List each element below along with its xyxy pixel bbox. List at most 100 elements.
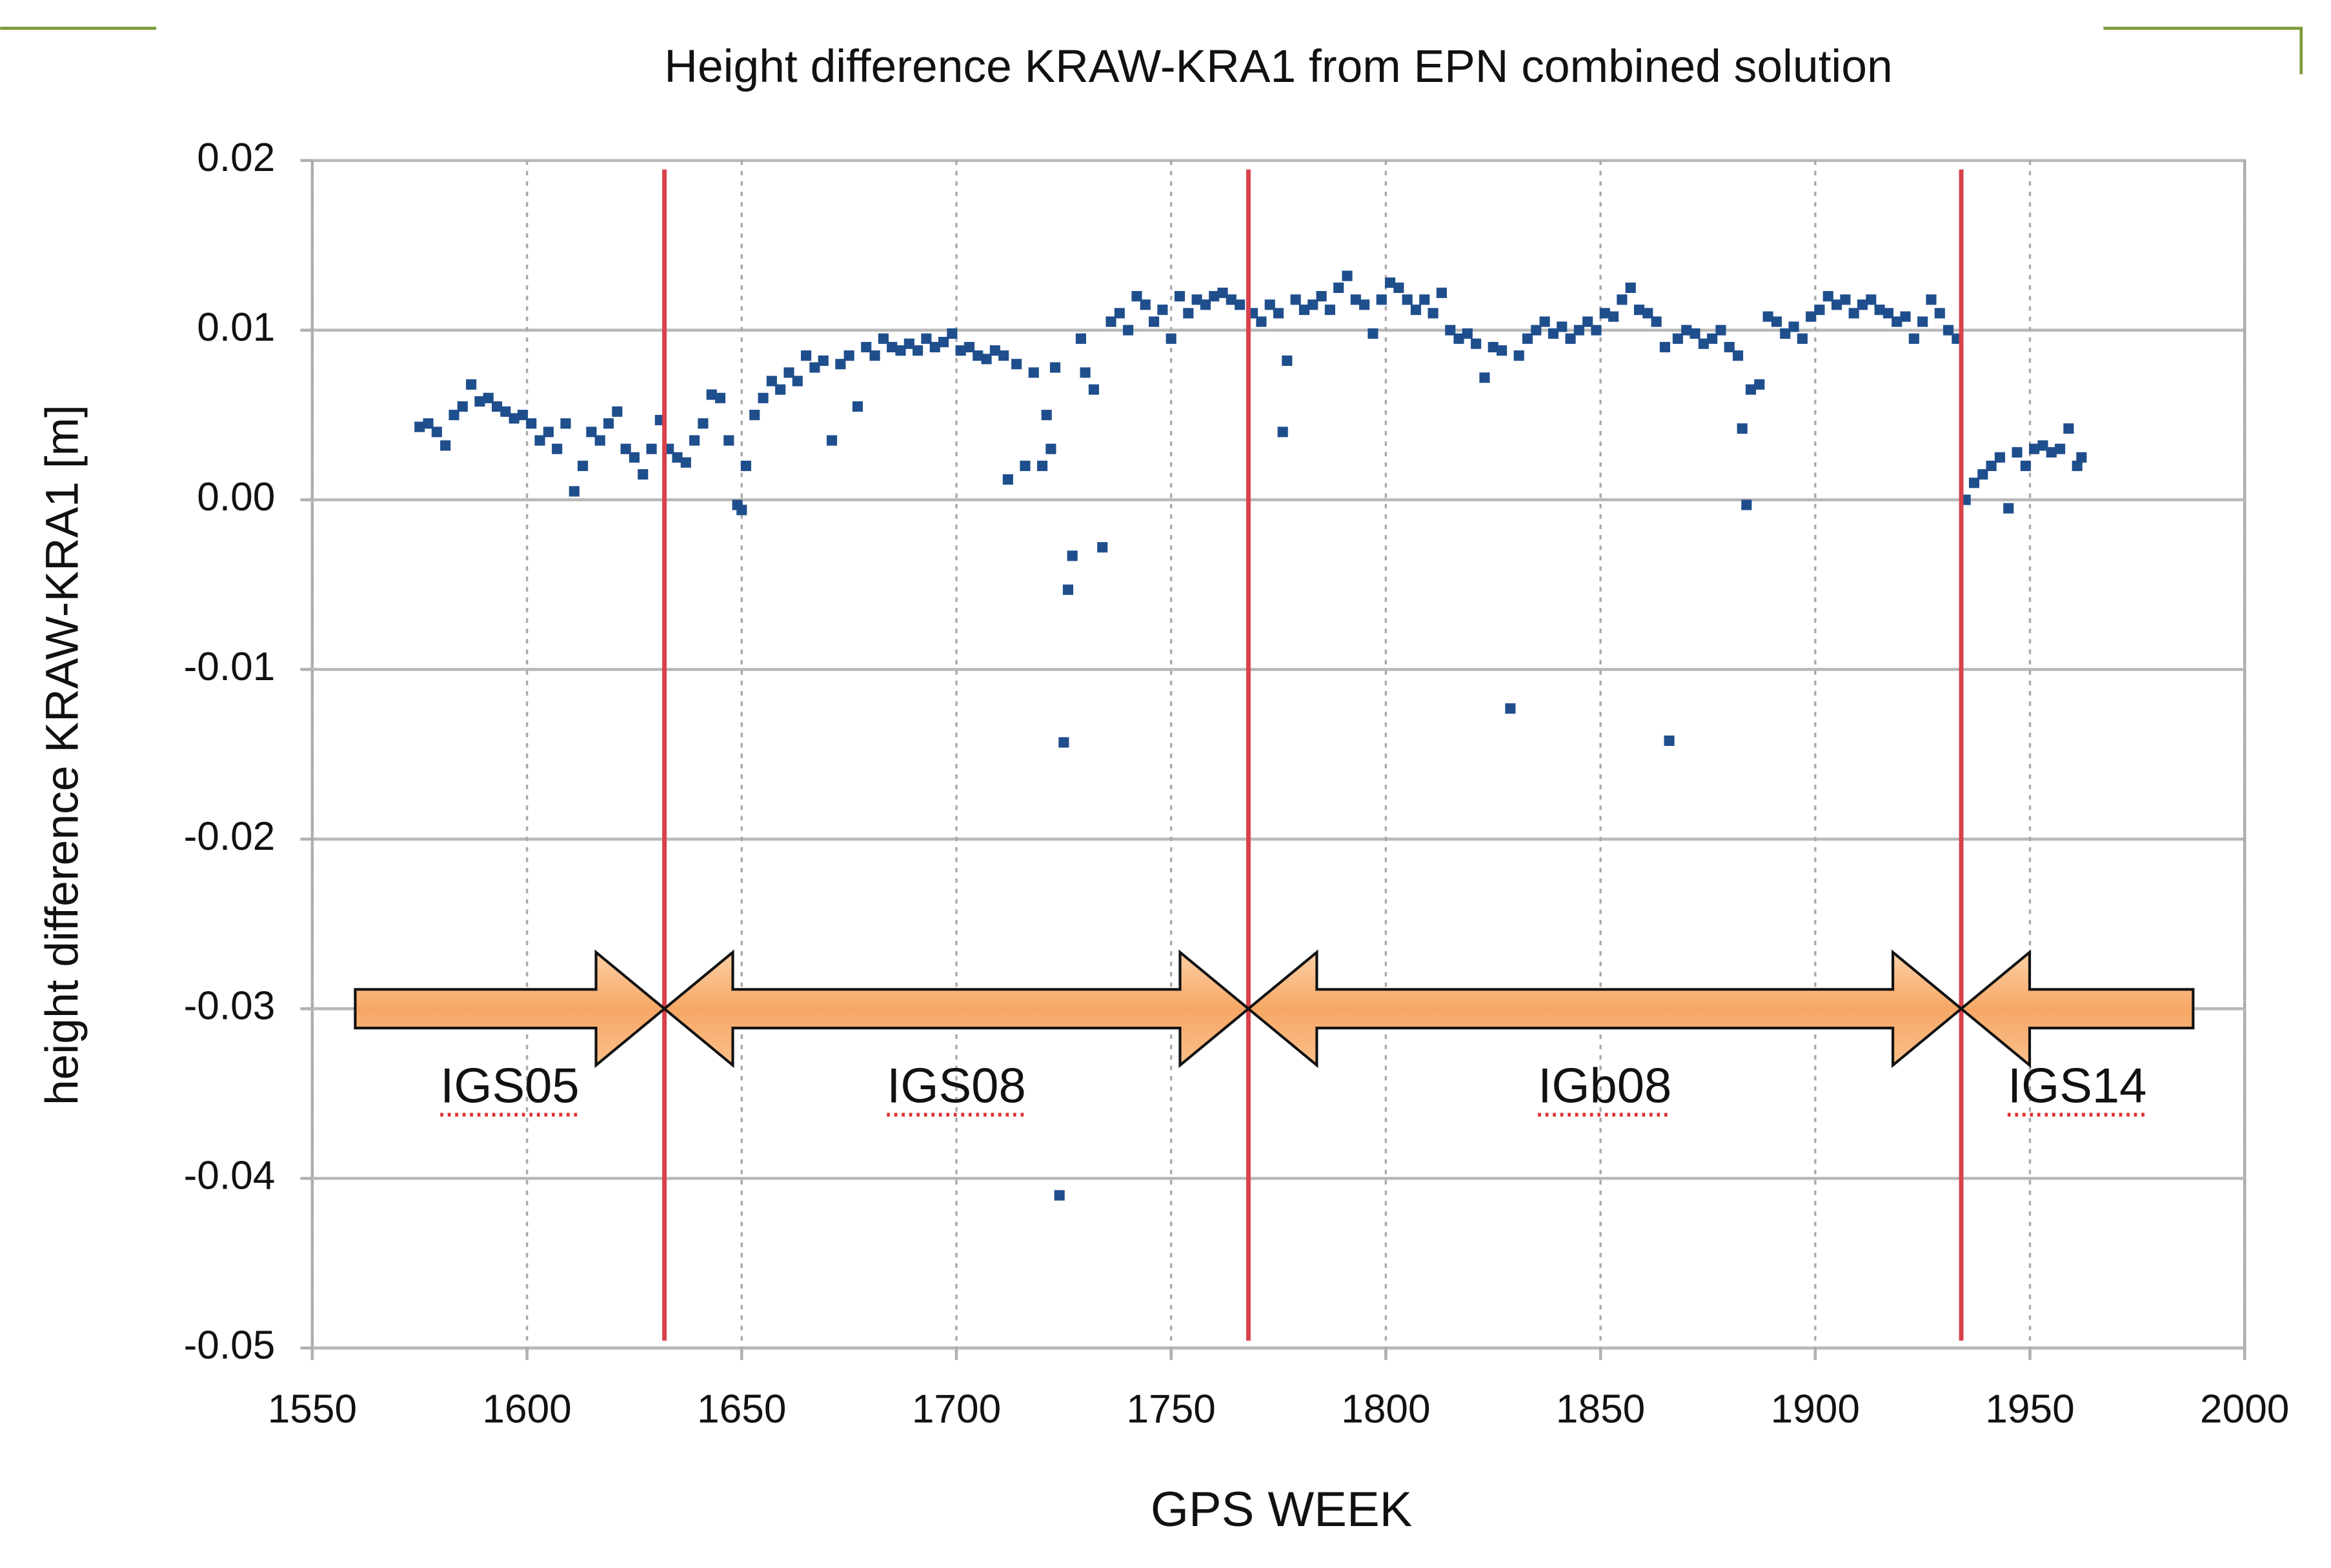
data-point (1037, 460, 1048, 472)
data-point (1226, 294, 1236, 305)
data-point (938, 337, 949, 348)
data-point (689, 435, 700, 446)
data-point (552, 443, 563, 454)
data-point (1020, 460, 1031, 472)
data-point (1183, 308, 1194, 319)
data-point (998, 350, 1009, 361)
data-point (414, 421, 425, 432)
data-point (1943, 325, 1954, 336)
data-point (1724, 341, 1735, 353)
data-point (1715, 325, 1726, 336)
x-tick-label: 1700 (912, 1387, 1001, 1432)
data-point (698, 418, 709, 429)
data-point (543, 427, 554, 437)
data-point (594, 435, 605, 446)
data-point (440, 440, 451, 451)
data-point (929, 341, 940, 353)
data-point (483, 392, 494, 403)
x-tick-label: 1750 (1127, 1387, 1216, 1432)
period-label: IGS05 (440, 1058, 579, 1113)
data-point (775, 384, 786, 395)
data-point (1762, 311, 1773, 322)
data-point (1235, 299, 1246, 310)
data-point (1681, 325, 1692, 336)
data-point (1058, 737, 1069, 748)
data-point (1359, 299, 1370, 310)
data-point (852, 401, 863, 412)
data-point (1780, 328, 1791, 339)
data-point (989, 345, 1000, 356)
period-arrow (354, 949, 667, 1069)
data-point (1917, 316, 1928, 327)
data-point (1806, 311, 1817, 322)
data-point (629, 452, 640, 463)
period-label: IGb08 (1538, 1058, 1671, 1113)
data-point (801, 350, 812, 361)
data-point (947, 328, 958, 339)
data-point (1732, 350, 1744, 361)
data-point (1298, 305, 1310, 316)
data-point (869, 350, 880, 361)
data-point (1565, 333, 1576, 344)
data-point (981, 354, 992, 365)
data-point (1157, 305, 1168, 316)
data-point (1539, 316, 1550, 327)
data-point (1608, 311, 1619, 322)
data-point (1376, 294, 1387, 305)
data-point (714, 392, 726, 403)
data-point (1968, 477, 1980, 488)
data-point (1788, 321, 1799, 332)
data-point (2046, 447, 2057, 458)
y-tick-label: -0.03 (184, 984, 276, 1029)
data-point (1488, 341, 1498, 353)
data-point (1690, 328, 1700, 339)
data-point (783, 367, 794, 378)
data-point (1797, 333, 1808, 344)
data-point (2012, 447, 2023, 458)
period-arrow (1959, 949, 2195, 1069)
data-point (474, 396, 485, 407)
data-point (1140, 299, 1151, 310)
data-point (1745, 384, 1757, 395)
data-point (672, 452, 683, 463)
data-point (1075, 333, 1087, 344)
data-point (895, 345, 906, 356)
data-point (1393, 282, 1404, 294)
data-point (449, 410, 459, 421)
data-point (1513, 350, 1524, 361)
data-point (423, 418, 434, 429)
data-point (1002, 474, 1013, 485)
data-point (1054, 1190, 1065, 1201)
data-point (1384, 277, 1396, 288)
data-point (1123, 325, 1134, 336)
data-point (1471, 338, 1482, 349)
data-point (1028, 367, 1039, 378)
data-point (736, 505, 747, 516)
data-point (1625, 282, 1636, 294)
data-point (1771, 316, 1782, 327)
data-point (1977, 469, 1988, 480)
data-point (2003, 503, 2014, 514)
data-point (903, 338, 914, 349)
data-point (1149, 316, 1160, 327)
x-tick-label: 2000 (2200, 1387, 2289, 1432)
data-point (1994, 452, 2005, 463)
data-point (2055, 443, 2066, 454)
period-label: IGS14 (2008, 1058, 2146, 1113)
data-point (1522, 333, 1533, 344)
data-point (826, 435, 838, 446)
data-point (1273, 308, 1284, 319)
data-point (1264, 299, 1275, 310)
data-point (1462, 328, 1473, 339)
data-point (1282, 355, 1293, 367)
data-point (2029, 443, 2040, 454)
data-point (2037, 440, 2048, 451)
data-point (1857, 299, 1868, 310)
data-point (1882, 308, 1893, 319)
data-point (560, 418, 571, 429)
data-point (1672, 333, 1683, 344)
data-point (1582, 316, 1593, 327)
data-point (2072, 460, 2083, 472)
